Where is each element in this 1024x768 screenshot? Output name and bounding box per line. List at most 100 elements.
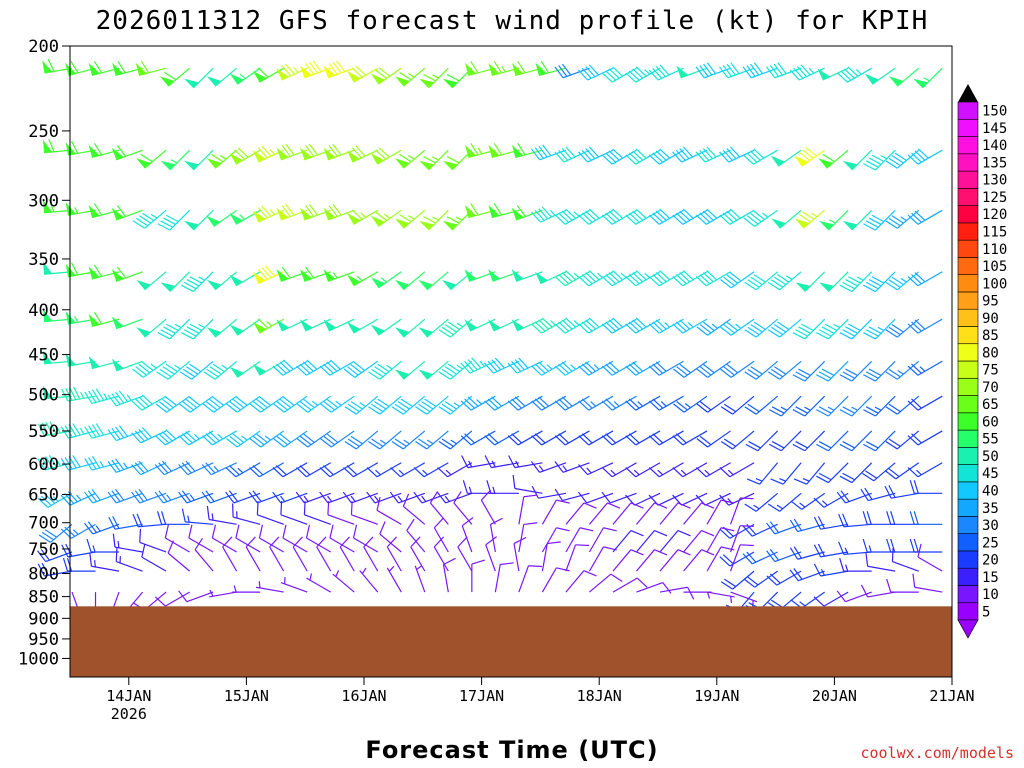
barb-full — [554, 488, 563, 501]
colorbar-label: 90 — [982, 311, 999, 327]
barb-full — [394, 438, 407, 447]
barb-shaft — [755, 492, 778, 512]
barb-full — [226, 403, 238, 413]
wind-barb — [84, 423, 120, 439]
barb-full — [305, 63, 315, 75]
barb-full — [441, 326, 454, 336]
barb-full — [441, 368, 454, 378]
wind-barb — [131, 460, 167, 476]
colorbar-label: 105 — [982, 259, 1007, 275]
barb-full — [279, 361, 291, 372]
barb-shaft — [874, 271, 896, 292]
barb-half — [573, 211, 580, 217]
y-tick-label: 350 — [28, 250, 59, 270]
barb-full — [69, 387, 77, 400]
barb-shaft — [189, 395, 214, 413]
wind-barb — [368, 360, 402, 380]
barb-full — [530, 211, 541, 223]
wind-barb — [84, 388, 120, 405]
barb-shaft — [141, 395, 167, 411]
barb-full — [461, 455, 469, 468]
wind-barb — [792, 318, 826, 340]
barb-full — [843, 68, 855, 79]
barb-full — [771, 406, 785, 414]
y-tick-label: 700 — [28, 514, 59, 534]
barb-full — [326, 398, 339, 409]
barb-half — [335, 570, 340, 577]
wind-barb — [206, 318, 238, 338]
barb-full — [413, 467, 425, 478]
barb-full — [140, 60, 150, 74]
barb-shaft — [611, 462, 637, 478]
barb-full — [891, 276, 904, 286]
barb-full — [418, 403, 431, 413]
barb-half — [680, 469, 687, 476]
barb-full — [911, 398, 922, 409]
barb-full — [276, 465, 287, 476]
barb-flag — [229, 152, 243, 165]
wind-barb — [368, 395, 402, 415]
wind-barb — [457, 536, 473, 572]
wind-barb — [226, 395, 261, 413]
barb-full — [541, 206, 552, 218]
wind-barb — [513, 536, 527, 572]
barb-full — [864, 487, 873, 500]
barb-shaft — [426, 395, 449, 415]
wind-barb — [272, 359, 308, 376]
barb-shaft — [564, 209, 590, 225]
terrain-fill — [70, 606, 952, 677]
barb-shaft — [753, 149, 778, 165]
barb-full — [154, 491, 164, 504]
barb-half — [562, 465, 568, 472]
wind-barb — [672, 270, 708, 287]
barb-full — [138, 460, 149, 472]
barb-flag — [794, 218, 810, 229]
barb-full — [635, 317, 647, 328]
barb-full — [558, 398, 570, 409]
barb-full — [415, 441, 428, 450]
barb-shaft — [589, 573, 612, 593]
barb-shaft — [359, 570, 379, 593]
barb-shaft — [611, 430, 637, 446]
barb-full — [558, 212, 570, 223]
wind-barb — [256, 581, 284, 593]
barb-full — [558, 433, 570, 444]
barb-full — [818, 329, 832, 337]
barb-flag — [252, 70, 267, 83]
wind-barb — [541, 499, 570, 525]
barb-shaft — [450, 395, 473, 415]
barb-shaft — [45, 551, 73, 563]
barb-full — [578, 276, 590, 287]
wind-barb — [648, 208, 684, 225]
wind-barb — [42, 385, 73, 400]
barb-flag — [111, 147, 124, 160]
barb-shaft — [400, 462, 426, 478]
wind-barb — [386, 565, 402, 593]
barb-full — [605, 433, 617, 444]
barb-shaft — [874, 430, 896, 452]
barb-flag — [252, 364, 267, 376]
barb-full — [229, 401, 241, 411]
barb-flag — [42, 385, 53, 399]
barb-full — [88, 425, 97, 438]
barb-full — [115, 488, 125, 501]
barb-full — [368, 406, 381, 415]
barb-shaft — [470, 430, 496, 446]
barb-shaft — [873, 462, 896, 482]
barb-full — [272, 365, 284, 376]
barb-full — [296, 467, 307, 478]
barb-full — [554, 66, 564, 79]
barb-full — [181, 508, 186, 523]
barb-full — [749, 150, 761, 161]
barb-half — [844, 547, 849, 555]
barb-flag — [442, 160, 458, 171]
wind-barb — [460, 357, 496, 374]
barb-flag — [136, 158, 151, 169]
barb-full — [88, 390, 97, 403]
barb-shaft — [874, 209, 896, 231]
barb-full — [842, 472, 855, 481]
barb-flag — [160, 282, 176, 292]
barb-full — [531, 485, 539, 499]
wind-barb — [884, 462, 920, 480]
